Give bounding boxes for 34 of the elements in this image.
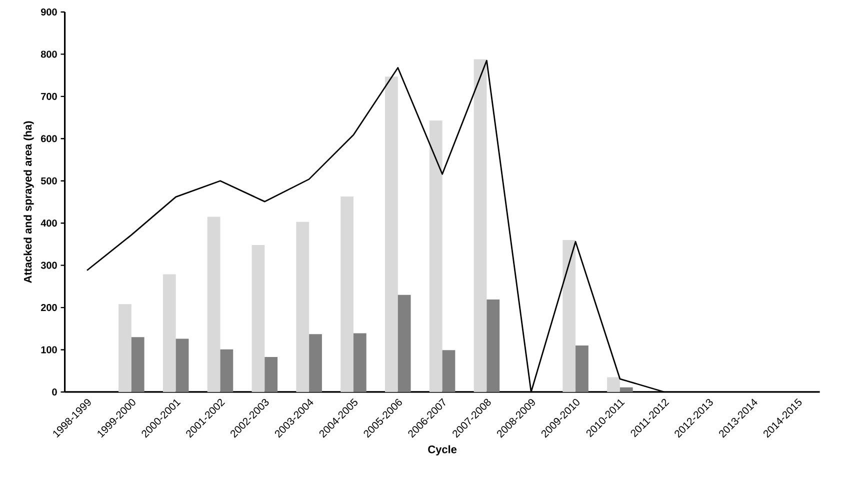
bar	[207, 216, 220, 392]
bar	[486, 300, 500, 392]
bar	[162, 274, 176, 392]
y-tick-label: 800	[40, 50, 57, 58]
bar	[118, 304, 132, 392]
y-tick-label: 300	[40, 262, 57, 269]
y-tick-label: 700	[41, 92, 57, 100]
y-tick-label: 0	[52, 388, 57, 396]
bar	[176, 338, 189, 392]
y-tick-label: 500	[40, 177, 57, 184]
y-tick-label: 200	[41, 304, 57, 312]
bar	[131, 337, 144, 392]
bar	[385, 76, 398, 392]
bar	[309, 334, 322, 392]
bar	[429, 120, 442, 392]
y-tick-label: 600	[41, 135, 57, 142]
bar	[442, 350, 456, 392]
bar	[353, 333, 366, 392]
y-tick-label: 100	[41, 346, 57, 354]
bar	[340, 196, 354, 392]
y-axis-title: Attacked and sprayed area (ha)	[24, 121, 34, 284]
bar	[562, 240, 576, 392]
bar	[474, 59, 487, 392]
bar	[252, 245, 265, 392]
bar	[576, 346, 588, 392]
y-tick-label: 900	[41, 8, 57, 16]
bar	[220, 349, 234, 392]
bar	[620, 387, 633, 392]
bar	[398, 294, 411, 392]
bar	[607, 377, 620, 392]
y-tick-label: 400	[40, 220, 57, 227]
bar	[296, 222, 310, 392]
bar	[264, 356, 278, 392]
x-axis-title: Cycle	[428, 445, 457, 456]
